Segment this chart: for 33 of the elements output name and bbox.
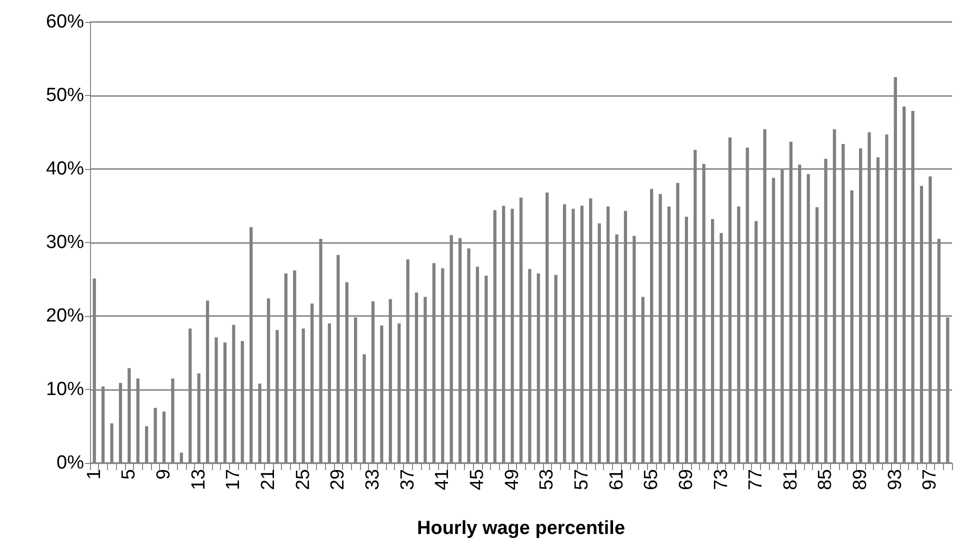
x-tick-label: 57 [571, 469, 592, 490]
x-tick-label: 33 [362, 469, 384, 490]
x-tick-label: 85 [815, 469, 836, 490]
x-tick-label: 1 [84, 469, 105, 480]
x-tick-label: 45 [466, 469, 488, 490]
y-tick-label: 0% [56, 452, 84, 474]
x-tick-label: 9 [154, 469, 175, 480]
x-tick-label: 53 [536, 469, 558, 490]
x-axis-title: Hourly wage percentile [416, 518, 626, 539]
x-tick-label: 25 [292, 469, 314, 490]
x-tick-label: 81 [780, 469, 802, 490]
x-tick-label: 17 [223, 469, 244, 490]
y-tick-label: 30% [46, 232, 84, 253]
x-tick-label: 5 [118, 469, 140, 480]
x-tick-label: 29 [328, 469, 349, 490]
x-tick-label: 21 [258, 469, 279, 490]
x-tick-label: 61 [606, 469, 628, 490]
y-tick-label: 50% [46, 85, 84, 106]
x-tick-label: 73 [710, 469, 732, 490]
x-tick-label: 65 [641, 469, 662, 490]
x-tick-label: 89 [850, 469, 872, 490]
x-tick-label: 41 [432, 469, 454, 490]
x-tick-label: 77 [746, 469, 767, 490]
x-tick-label: 97 [920, 469, 941, 490]
x-tick-label: 13 [188, 469, 210, 490]
y-tick-label: 20% [46, 306, 84, 326]
y-tick-label: 60% [46, 12, 84, 32]
x-tick-label: 69 [676, 469, 697, 490]
x-tick-label: 49 [502, 469, 523, 490]
x-tick-label: 93 [884, 469, 906, 490]
y-tick-label: 10% [46, 379, 84, 400]
x-tick-label: 37 [397, 469, 418, 490]
y-tick-label: 40% [46, 158, 84, 180]
